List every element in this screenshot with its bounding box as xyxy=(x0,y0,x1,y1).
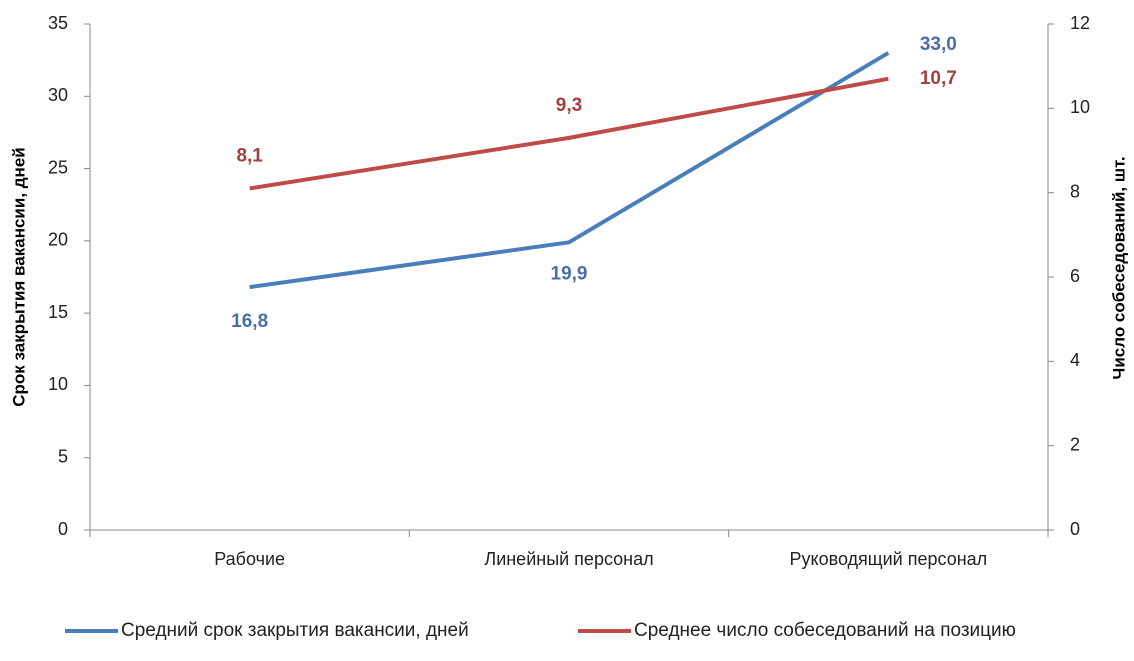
y-tick-label: 20 xyxy=(48,230,68,250)
series-line xyxy=(249,76,889,191)
y2-tick-label: 2 xyxy=(1070,434,1080,454)
series-line xyxy=(249,51,890,290)
data-label: 19,9 xyxy=(551,263,588,284)
legend-label: Среднее число собеседований на позицию xyxy=(634,620,1016,641)
y-tick-label: 0 xyxy=(58,519,68,539)
y2-tick-label: 8 xyxy=(1070,181,1080,201)
legend-label: Средний срок закрытия вакансии, дней xyxy=(121,620,469,641)
x-tick-label: Руководящий персонал xyxy=(789,549,987,569)
y2-tick-label: 12 xyxy=(1070,13,1090,33)
y2-tick-label: 4 xyxy=(1070,350,1080,370)
y-tick-label: 25 xyxy=(48,157,68,177)
x-tick-label: Линейный персонал xyxy=(484,549,653,569)
y-axis-title: Срок закрытия вакансии, дней xyxy=(9,147,28,406)
data-label: 33,0 xyxy=(920,34,957,55)
y-tick-label: 35 xyxy=(48,13,68,33)
data-label: 9,3 xyxy=(556,95,582,116)
data-label: 16,8 xyxy=(231,311,268,332)
y-tick-label: 10 xyxy=(48,374,68,394)
y-tick-label: 15 xyxy=(48,302,68,322)
y-tick-label: 5 xyxy=(58,446,68,466)
y2-tick-label: 0 xyxy=(1070,519,1080,539)
y2-tick-label: 10 xyxy=(1070,97,1090,117)
x-tick-label: Рабочие xyxy=(214,549,285,569)
data-label: 10,7 xyxy=(920,68,957,89)
y-tick-label: 30 xyxy=(48,85,68,105)
data-label: 8,1 xyxy=(236,145,263,166)
y2-tick-label: 6 xyxy=(1070,266,1080,286)
y2-axis-title: Число собеседований, шт. xyxy=(1109,156,1128,379)
